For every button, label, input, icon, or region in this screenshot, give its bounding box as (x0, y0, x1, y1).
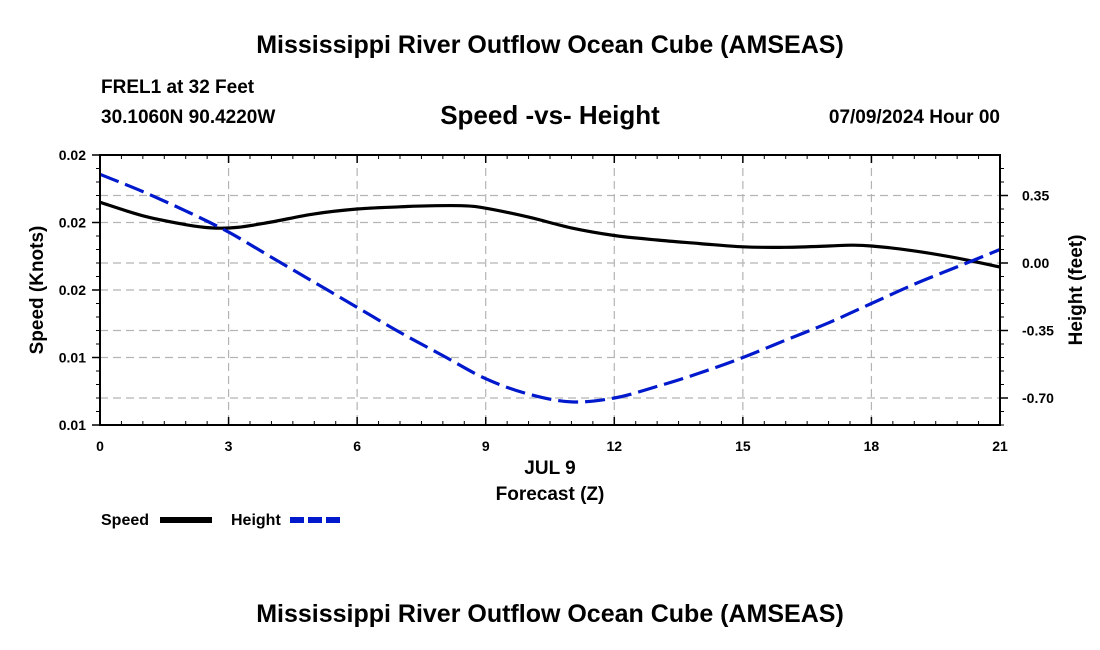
y-tick-label: 0.02 (59, 147, 86, 163)
forecast-date-label: 07/09/2024 Hour 00 (828, 107, 1000, 128)
legend: Speed Height (101, 512, 342, 529)
legend-height-label: Height (231, 512, 281, 529)
x-tick-label: 12 (606, 438, 622, 454)
x-tick-label: 6 (353, 438, 361, 454)
y-tick-label: 0.02 (59, 282, 86, 298)
y2-tick-label: -0.35 (1022, 323, 1054, 339)
legend-speed-label: Speed (101, 512, 149, 529)
x-tick-label: 3 (225, 438, 233, 454)
y-tick-label: 0.02 (59, 215, 86, 231)
speed-line (99, 200, 1001, 269)
x-tick-label: 21 (992, 438, 1008, 454)
x-tick-label: 9 (482, 438, 490, 454)
footer-title: Mississippi River Outflow Ocean Cube (AM… (256, 600, 844, 628)
y2-tick-label: -0.70 (1022, 390, 1054, 406)
tick-labels: 0 3 6 9 12 15 18 21 0.01 0.01 0.02 0.02 0.02 0.35 0.00… (59, 147, 1054, 454)
y-tick-label: 0.01 (59, 350, 86, 366)
coordinates-label: 30.1060N 90.4220W (101, 107, 276, 128)
y2-axis-title: Height (feet) (1066, 235, 1087, 346)
x-tick-label: 15 (735, 438, 751, 454)
y2-tick-label: 0.00 (1022, 255, 1049, 271)
y-axis-title: Speed (Knots) (27, 226, 48, 355)
height-line (99, 172, 1001, 404)
station-label: FREL1 at 32 Feet (101, 77, 255, 98)
chart-title: Mississippi River Outflow Ocean Cube (AM… (256, 31, 844, 59)
plot-frame (99, 154, 1001, 426)
series-lines (99, 172, 1001, 404)
chart-subtitle: Speed -vs- Height (440, 100, 660, 130)
x-tick-label: 0 (96, 438, 104, 454)
x-axis-title: Forecast (Z) (496, 484, 605, 505)
y2-tick-label: 0.35 (1022, 188, 1049, 204)
grid-lines (100, 155, 1000, 425)
x-date-label: JUL 9 (524, 458, 575, 479)
x-tick-label: 18 (864, 438, 880, 454)
y-tick-label: 0.01 (59, 417, 86, 433)
